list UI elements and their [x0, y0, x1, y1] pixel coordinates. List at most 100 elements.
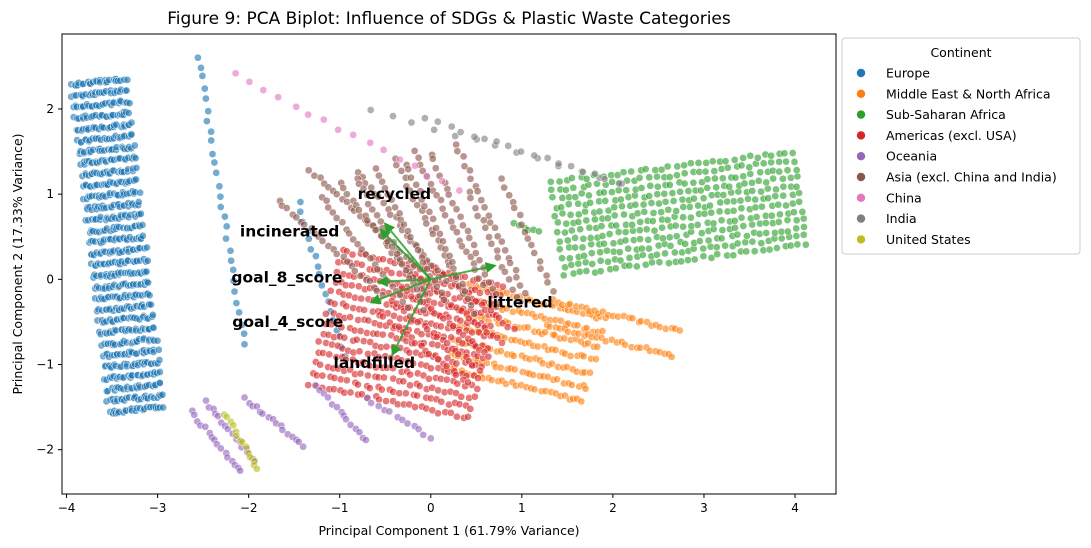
point [138, 231, 147, 240]
point [208, 150, 217, 158]
point [529, 371, 538, 379]
point [595, 207, 604, 216]
point [567, 226, 576, 235]
point [127, 130, 136, 139]
point [466, 405, 475, 413]
point [346, 313, 354, 321]
point [672, 232, 681, 241]
point [316, 173, 325, 182]
point [314, 337, 323, 346]
point [642, 225, 651, 234]
point [564, 328, 572, 336]
legend-marker-6 [856, 193, 866, 202]
point [318, 237, 327, 245]
point [434, 355, 442, 364]
point [689, 178, 698, 187]
point [480, 203, 489, 212]
point [378, 177, 386, 186]
y-tick-label-4: 2 [46, 102, 54, 116]
point [400, 220, 408, 229]
point [155, 356, 164, 364]
legend: Continent Europe Middle East & North Afri… [841, 37, 1081, 255]
point [565, 254, 574, 263]
point [712, 243, 721, 252]
loading-arrows [369, 222, 497, 357]
point [474, 374, 482, 382]
point [666, 242, 675, 250]
point [661, 249, 669, 258]
point [439, 314, 448, 323]
x-axis-label: Principal Component 1 (61.79% Variance) [318, 523, 579, 538]
point [550, 331, 559, 339]
point [396, 155, 404, 164]
point [366, 254, 375, 263]
point [769, 166, 777, 175]
point [375, 395, 383, 404]
legend-label-0: Europe [886, 66, 930, 81]
point [604, 206, 613, 215]
point [340, 333, 349, 342]
point [767, 211, 776, 220]
x-tick-label-2: −2 [240, 501, 258, 515]
point [739, 154, 747, 162]
point [653, 172, 661, 181]
point [362, 436, 370, 444]
point [414, 425, 423, 433]
point [482, 328, 491, 337]
point [417, 330, 426, 339]
point [194, 53, 202, 62]
point [776, 210, 784, 219]
point [437, 397, 446, 406]
point [465, 234, 474, 242]
point [378, 312, 387, 321]
point [379, 270, 387, 279]
point [638, 244, 646, 253]
point [608, 188, 616, 196]
point [226, 246, 235, 255]
point [459, 221, 467, 230]
point [350, 267, 359, 275]
point [521, 228, 529, 237]
point [342, 415, 350, 424]
legend-label-8: United States [886, 232, 971, 247]
point [446, 408, 455, 417]
point [767, 151, 775, 160]
point [222, 234, 230, 243]
point [458, 280, 467, 288]
point [357, 245, 366, 254]
point [366, 338, 375, 346]
point [512, 273, 521, 282]
point [678, 248, 686, 257]
point [382, 397, 390, 405]
point [474, 274, 483, 283]
point [636, 218, 645, 226]
point [339, 184, 348, 192]
point [406, 233, 415, 241]
legend-marker-4 [856, 152, 866, 161]
point [207, 136, 216, 145]
point [453, 147, 462, 156]
point [638, 251, 647, 259]
point [413, 318, 422, 326]
point [443, 339, 452, 348]
x-tick-label-6: 2 [609, 501, 617, 515]
point [419, 431, 428, 439]
point [753, 153, 762, 162]
point [737, 213, 746, 222]
point [221, 212, 229, 221]
point [492, 137, 501, 146]
point [792, 182, 801, 191]
point [198, 72, 207, 80]
point [355, 206, 363, 214]
point [282, 204, 291, 212]
point [729, 197, 738, 206]
point [792, 166, 801, 174]
point [223, 425, 232, 433]
point [433, 341, 442, 350]
point [505, 275, 513, 284]
point [372, 286, 381, 295]
point [787, 173, 795, 182]
point [610, 211, 619, 220]
point [733, 239, 742, 248]
point [379, 146, 388, 154]
